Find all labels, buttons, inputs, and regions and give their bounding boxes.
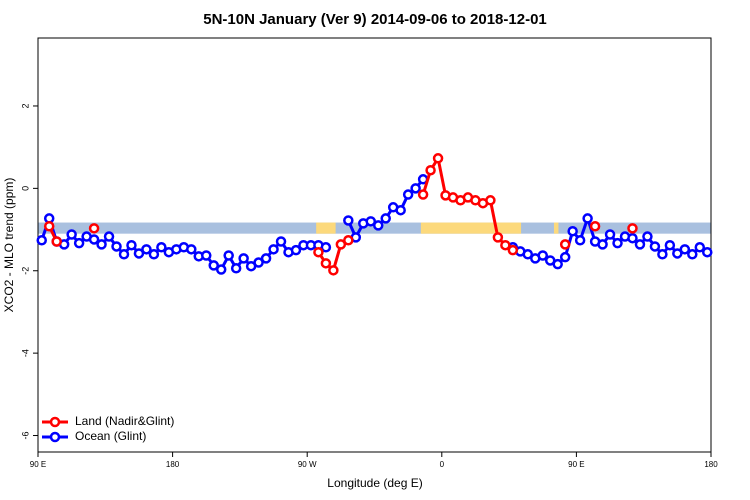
series-point [380, 213, 391, 224]
y-tick-label: 0 [20, 186, 30, 191]
chart-title: 5N-10N January (Ver 9) 2014-09-06 to 201… [203, 11, 547, 28]
series-point [702, 246, 713, 258]
series-point [260, 253, 272, 264]
x-tick-label: 180 [704, 460, 718, 469]
series-point [485, 195, 496, 206]
series-point [230, 263, 242, 274]
series-point [694, 242, 706, 253]
series-point [552, 258, 563, 270]
series-point [664, 239, 676, 251]
y-tick-label: -6 [20, 432, 30, 440]
series-point [649, 241, 661, 252]
series-point [215, 264, 227, 275]
series-point [559, 239, 571, 250]
series-point [612, 237, 623, 249]
series-point [73, 237, 85, 249]
series-point [604, 229, 616, 240]
series-point [290, 244, 302, 256]
series-point [432, 153, 444, 164]
series-point [597, 239, 608, 250]
series-point [574, 235, 586, 246]
y-tick-label: -2 [20, 267, 30, 275]
legend-label: Ocean (Glint) [75, 429, 146, 443]
series-point [118, 249, 130, 260]
series-point [208, 260, 219, 271]
series-point [36, 235, 47, 246]
series-point [537, 250, 548, 261]
series-point [320, 258, 332, 269]
series-point [66, 229, 77, 240]
series-point [522, 249, 534, 260]
series-point [402, 189, 414, 200]
plot-frame [37, 37, 712, 453]
series-point [627, 232, 638, 244]
series-point [343, 235, 354, 246]
series-point [96, 239, 107, 250]
series-point [186, 244, 197, 255]
series-point [133, 248, 145, 259]
series-point [88, 234, 100, 245]
series-point [657, 249, 668, 260]
x-tick-label: 0 [440, 460, 445, 469]
series-point [223, 250, 234, 261]
series-point [372, 220, 384, 231]
series-point [43, 221, 55, 232]
series-point [687, 249, 698, 260]
series-point [141, 244, 152, 255]
series-point [567, 225, 578, 237]
y-axis-label: XCO2 - MLO trend (ppm) [2, 178, 16, 313]
series-point [492, 232, 504, 243]
series-point [672, 248, 683, 259]
series-point [111, 241, 122, 252]
land-strip [420, 222, 522, 234]
x-tick-label: 90 E [568, 460, 584, 469]
legend-label: Land (Nadir&Glint) [75, 414, 174, 428]
series-point [559, 251, 571, 263]
series-point [148, 249, 160, 260]
series-point [103, 231, 115, 242]
series-point [634, 239, 646, 250]
series-point [507, 244, 519, 256]
land-strip [553, 222, 559, 234]
series-point [679, 244, 691, 255]
series-point [201, 250, 212, 261]
series-point [313, 246, 324, 258]
series-point [582, 213, 593, 224]
series-point [589, 221, 601, 232]
series-point [410, 183, 421, 194]
y-tick-label: 2 [20, 103, 30, 108]
series-point [343, 215, 354, 226]
x-tick-label: 90 E [30, 460, 46, 469]
y-tick-label: -4 [20, 349, 30, 357]
series-point [417, 189, 429, 200]
series-point [275, 236, 287, 247]
series-point [627, 223, 638, 234]
series-point [238, 253, 249, 264]
series-point [425, 164, 436, 176]
series-point [156, 242, 167, 253]
series-point [253, 257, 264, 268]
series-point [500, 239, 511, 251]
land-strip [316, 222, 336, 234]
series-point [126, 239, 137, 251]
series-point [395, 204, 406, 216]
series-point [335, 239, 347, 250]
series-point [51, 236, 62, 247]
series-point [268, 244, 279, 255]
series-point [328, 265, 339, 276]
series-point [642, 231, 653, 242]
series-point [365, 216, 377, 227]
legend-marker [49, 431, 61, 443]
x-tick-label: 180 [166, 460, 180, 469]
series-point [88, 223, 100, 234]
x-tick-label: 90 W [298, 460, 317, 469]
legend-marker [49, 416, 61, 428]
series-point [320, 242, 332, 253]
x-axis-label: Longitude (deg E) [327, 476, 422, 490]
